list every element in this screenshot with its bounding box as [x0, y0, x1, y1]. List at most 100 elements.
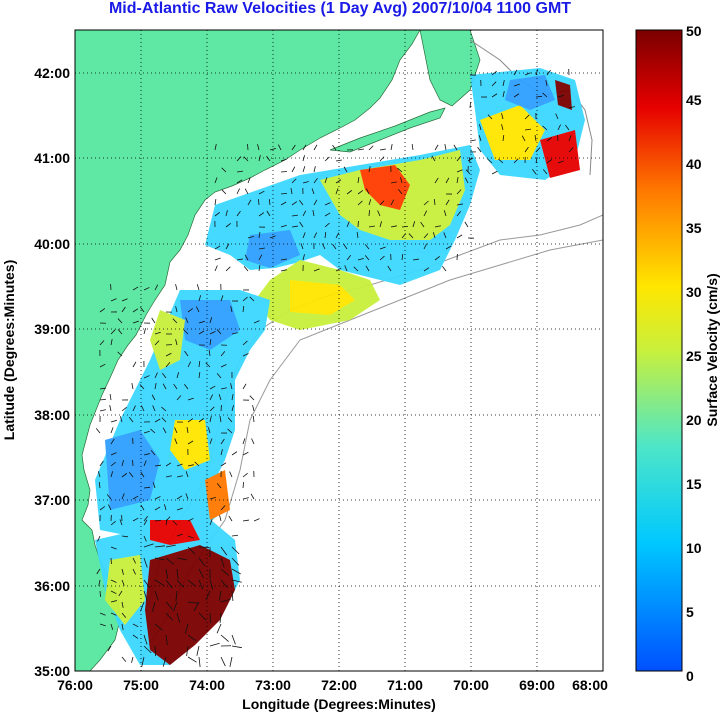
velocity-arrow — [244, 188, 249, 195]
velocity-arrow — [186, 427, 189, 434]
velocity-arrow — [187, 397, 194, 401]
velocity-arrow — [557, 124, 561, 131]
velocity-arrow — [187, 634, 197, 642]
velocity-arrow — [187, 535, 194, 539]
velocity-arrow — [117, 351, 123, 357]
x-tick-label: 71:00 — [387, 677, 423, 693]
velocity-arrow — [165, 362, 171, 368]
x-axis-label: Longitude (Degrees:Minutes) — [242, 696, 436, 712]
velocity-arrow — [99, 308, 106, 313]
velocity-arrow — [434, 225, 441, 228]
velocity-arrow — [513, 83, 520, 87]
velocity-arrow — [140, 471, 145, 478]
velocity-arrow — [542, 169, 548, 175]
velocity-arrow — [110, 546, 117, 550]
velocity-arrow — [132, 557, 137, 564]
velocity-arrow — [555, 113, 559, 120]
velocity-arrow — [568, 135, 572, 142]
velocity-arrow — [198, 320, 205, 324]
new-england-coast — [419, 30, 481, 107]
velocity-arrow — [431, 155, 436, 162]
velocity-arrow — [121, 579, 125, 586]
velocity-arrow — [242, 340, 248, 346]
velocity-arrow — [143, 375, 150, 379]
velocity-arrow — [198, 360, 201, 368]
velocity-arrow — [557, 160, 564, 164]
velocity-arrow — [218, 590, 222, 601]
velocity-arrow — [357, 190, 364, 195]
velocity-arrow — [534, 135, 537, 142]
velocity-arrow — [302, 144, 307, 151]
velocity-arrow — [183, 329, 189, 335]
velocity-arrow — [311, 188, 315, 195]
velocity-arrow — [161, 406, 167, 412]
velocity-arrow — [220, 546, 228, 556]
x-tick-label: 69:00 — [519, 677, 555, 693]
velocity-arrow — [175, 284, 178, 291]
velocity-arrow — [302, 254, 305, 261]
velocity-arrow — [231, 579, 242, 583]
velocity-arrow — [154, 506, 161, 511]
velocity-arrow — [161, 417, 167, 423]
velocity-arrow — [154, 340, 160, 346]
x-tick-label: 70:00 — [453, 677, 489, 693]
velocity-arrow — [412, 258, 419, 261]
velocity-arrow — [324, 231, 327, 239]
velocity-arrow — [165, 568, 169, 579]
velocity-arrow — [198, 418, 205, 423]
colorbar-tick: 15 — [686, 476, 702, 492]
velocity-arrow — [140, 601, 145, 612]
velocity-arrow — [542, 125, 548, 131]
velocity-arrow — [291, 214, 298, 217]
velocity-arrow — [368, 199, 372, 206]
velocity-arrow — [280, 224, 287, 228]
velocity-field — [95, 68, 585, 665]
velocity-arrow — [110, 438, 115, 445]
velocity-arrow — [220, 387, 227, 390]
y-tick-label: 38:00 — [34, 407, 70, 423]
velocity-arrow — [491, 170, 498, 175]
velocity-arrow — [568, 147, 574, 153]
velocity-arrow — [176, 395, 182, 401]
velocity-arrow — [198, 612, 207, 621]
velocity-arrow — [110, 461, 116, 467]
velocity-arrow — [154, 372, 158, 379]
velocity-arrow — [346, 221, 350, 228]
velocity-arrow — [220, 449, 223, 456]
velocity-arrow — [132, 361, 137, 368]
velocity-arrow — [242, 296, 248, 302]
velocity-arrow — [176, 568, 179, 579]
velocity-arrow — [390, 181, 397, 184]
velocity-arrow — [187, 656, 197, 663]
velocity-arrow — [187, 464, 194, 467]
velocity-arrow — [165, 579, 173, 589]
y-tick-labels: 35:00 36:00 37:00 38:00 39:00 40:00 41:0… — [34, 65, 70, 679]
velocity-arrow — [117, 318, 123, 324]
velocity-arrow — [196, 645, 200, 656]
velocity-arrow — [143, 453, 150, 456]
colorbar-tick: 45 — [686, 92, 702, 108]
velocity-arrow — [412, 221, 416, 228]
velocity-arrow — [175, 306, 178, 313]
velocity-arrow — [433, 232, 436, 239]
velocity-arrow — [187, 440, 194, 445]
velocity-arrow — [219, 515, 222, 522]
velocity-arrow — [220, 462, 227, 467]
velocity-arrow — [280, 269, 287, 272]
velocity-arrow — [143, 557, 148, 568]
velocity-arrow — [143, 535, 147, 542]
velocity-arrow — [379, 200, 385, 206]
velocity-arrow — [266, 155, 271, 162]
velocity-arrow — [258, 232, 261, 239]
velocity-arrow — [546, 159, 553, 164]
velocity-arrow — [151, 601, 156, 612]
long-island — [329, 107, 446, 153]
velocity-arrow — [99, 363, 106, 368]
velocity-arrow — [176, 533, 183, 537]
velocity-arrow — [242, 472, 248, 478]
velocity-arrow — [140, 405, 145, 412]
velocity-arrow — [535, 147, 541, 153]
colorbar — [635, 29, 683, 672]
velocity-arrow — [176, 463, 183, 467]
velocity-arrow — [357, 200, 363, 206]
